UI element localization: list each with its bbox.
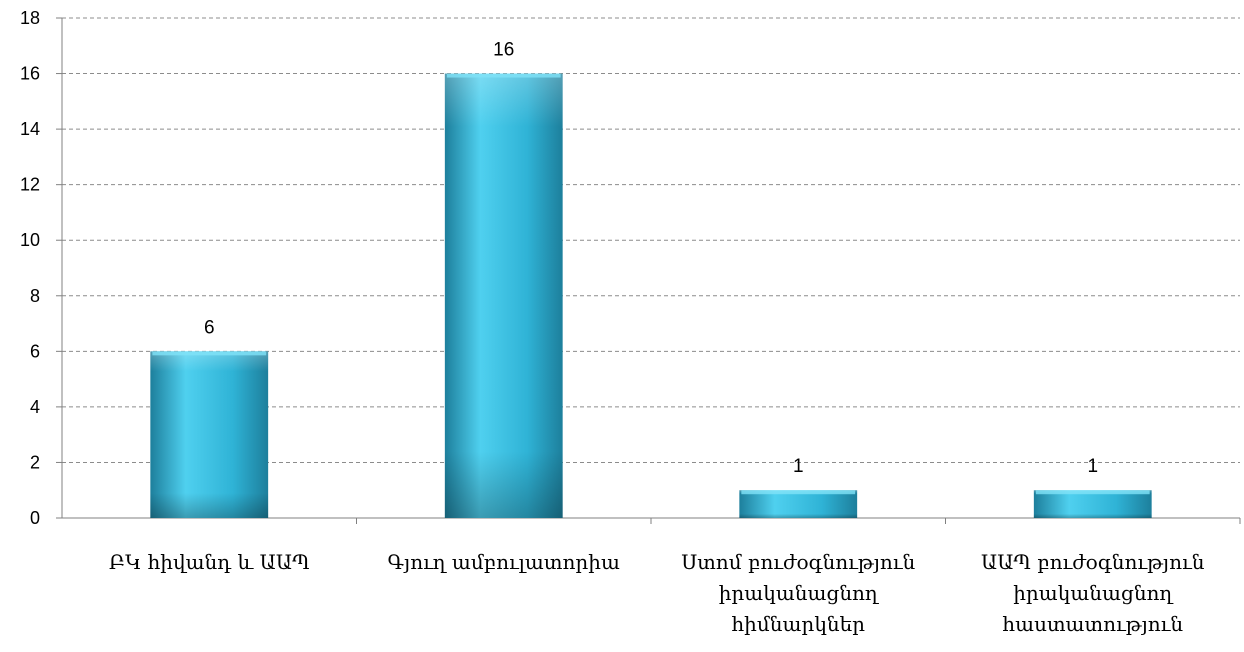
bar-shading xyxy=(444,73,563,519)
category-label-line: ԲԿ հիվանդ և ԱԱՊ xyxy=(109,550,310,574)
bar xyxy=(150,351,269,518)
category-label-line: հիմնարկներ xyxy=(731,612,865,636)
y-tick-label: 12 xyxy=(20,175,40,195)
category-label: Գյուղ ամբուլատորիա xyxy=(388,550,620,574)
y-tick-label: 10 xyxy=(20,230,40,250)
bar-shading xyxy=(1033,490,1152,518)
category-label: Ստոմ բուժօգնություն իրականացնող հիմնարկներ xyxy=(681,550,915,636)
bar-shading xyxy=(739,490,858,518)
data-label: 6 xyxy=(204,317,215,338)
y-tick-label: 0 xyxy=(30,508,40,528)
y-tick-label: 6 xyxy=(30,341,40,361)
bar-highlight xyxy=(1035,490,1150,495)
category-label: ԲԿ հիվանդ և ԱԱՊ xyxy=(109,550,310,574)
category-label-line: իրականացնող xyxy=(719,581,879,605)
y-tick-label: 2 xyxy=(30,452,40,472)
y-tick-label: 16 xyxy=(20,64,40,84)
y-tick-label: 14 xyxy=(20,119,40,139)
y-tick-label: 8 xyxy=(30,286,40,306)
category-label: ԱԱՊ բուժօգնություն իրականացնող հաստատությո… xyxy=(981,550,1205,636)
category-label-line: իրականացնող xyxy=(1013,581,1173,605)
bar-shading xyxy=(150,351,269,518)
bar xyxy=(739,490,858,518)
bar-highlight xyxy=(741,490,856,495)
bar-highlight xyxy=(152,351,267,356)
category-label-line: Գյուղ ամբուլատորիա xyxy=(388,550,620,574)
category-label-line: ԱԱՊ բուժօգնություն xyxy=(981,550,1205,574)
bars xyxy=(150,73,1152,519)
data-label: 1 xyxy=(1087,456,1098,477)
data-label: 16 xyxy=(493,40,514,61)
y-tick-label: 4 xyxy=(30,397,40,417)
bar-highlight xyxy=(446,73,561,78)
category-label-line: Ստոմ բուժօգնություն xyxy=(681,550,915,574)
y-tick-label: 18 xyxy=(20,8,40,28)
data-label: 1 xyxy=(793,456,804,477)
bar xyxy=(444,73,563,519)
bar xyxy=(1033,490,1152,518)
labels: 6 ԲԿ հիվանդ և ԱԱՊ 16 Գյուղ ամբուլատորիա 1 Ստո… xyxy=(109,40,1205,636)
category-label-line: հաստատություն xyxy=(1002,612,1183,636)
